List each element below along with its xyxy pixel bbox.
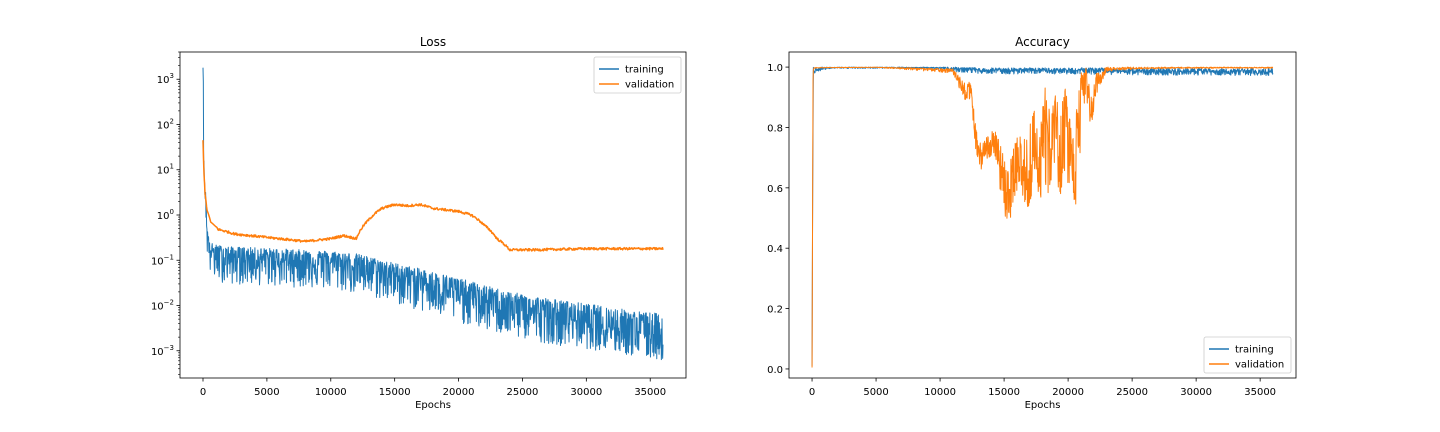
series-group	[202, 67, 664, 361]
legend: training validation	[593, 56, 682, 94]
y-tick-label: 10−3	[151, 344, 174, 358]
y-tick-base: 10	[151, 256, 164, 267]
y-tick-label: 101	[157, 163, 174, 177]
chart-title: Loss	[420, 35, 446, 49]
x-axis-label: Epochs	[415, 400, 451, 411]
x-tick-label: 10000	[924, 387, 956, 398]
x-tick-label: 20000	[443, 387, 475, 398]
x-axis-label: Epochs	[1025, 400, 1061, 411]
y-tick-label: 10−1	[151, 253, 174, 267]
series-line-training	[202, 67, 664, 361]
plot-frame	[788, 51, 1297, 379]
y-tick-base: 10	[157, 166, 170, 177]
series-line-validation	[811, 66, 1274, 368]
legend-label-validation: validation	[1235, 360, 1284, 371]
x-tick-label: 15000	[379, 387, 411, 398]
x-tick-label: 25000	[1116, 387, 1148, 398]
y-tick-label: 10−2	[151, 299, 174, 313]
x-tick-label: 0	[200, 387, 206, 398]
x-tick-label: 30000	[1180, 387, 1212, 398]
x-tick-label: 10000	[315, 387, 347, 398]
series-line-validation	[202, 140, 664, 252]
y-tick-label: 1.0	[767, 63, 783, 74]
y-tick-exponent: 3	[170, 72, 174, 80]
y-tick-exponent: 2	[170, 117, 174, 125]
y-tick-exponent: −3	[164, 344, 174, 352]
y-tick-label: 0.6	[767, 184, 783, 195]
x-tick-label: 35000	[634, 387, 666, 398]
x-tick-label: 30000	[570, 387, 602, 398]
y-tick-label: 0.8	[767, 123, 783, 134]
chart-loss: 0 5000 10000 15000 20000 25000 30000 3500010−31…	[151, 35, 687, 411]
x-tick-label: 35000	[1244, 387, 1276, 398]
y-tick-base: 10	[151, 302, 164, 313]
x-tick-label: 20000	[1052, 387, 1084, 398]
x-tick-label: 5000	[863, 387, 888, 398]
legend-label-training: training	[1235, 345, 1274, 356]
y-tick-base: 10	[157, 75, 170, 86]
x-tick-label: 15000	[988, 387, 1020, 398]
y-tick-label: 0.0	[767, 365, 783, 376]
series-group	[811, 66, 1274, 368]
y-tick-label: 0.4	[767, 244, 783, 255]
y-tick-exponent: 0	[170, 208, 174, 216]
x-tick-label: 5000	[254, 387, 279, 398]
y-tick-exponent: −2	[164, 299, 174, 307]
y-tick-base: 10	[157, 211, 170, 222]
y-tick-exponent: −1	[164, 253, 174, 261]
y-tick-exponent: 1	[170, 163, 174, 171]
chart-title: Accuracy	[1015, 35, 1070, 49]
x-tick-label: 0	[809, 387, 815, 398]
chart-accuracy: 0 5000 10000 15000 20000 25000 30000 35000 0.0 0.…	[767, 35, 1297, 411]
y-tick-base: 10	[157, 120, 170, 131]
x-tick-label: 25000	[507, 387, 539, 398]
legend-label-training: training	[625, 65, 664, 76]
legend-label-validation: validation	[625, 80, 674, 91]
y-tick-label: 102	[157, 117, 174, 131]
y-tick-label: 103	[157, 72, 174, 86]
legend: training validation	[1203, 336, 1292, 374]
y-tick-base: 10	[151, 347, 164, 358]
y-tick-label: 100	[157, 208, 174, 222]
y-tick-label: 0.2	[767, 305, 783, 316]
